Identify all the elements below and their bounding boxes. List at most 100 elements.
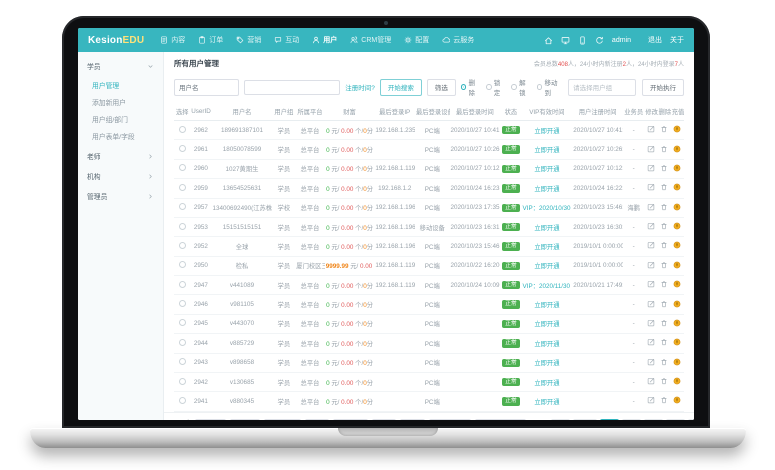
user-menu[interactable]: admin: [612, 37, 640, 44]
recharge-button[interactable]: ¥: [673, 338, 681, 346]
refresh-icon[interactable]: [595, 36, 604, 45]
edit-button[interactable]: [647, 261, 655, 269]
row-select-radio[interactable]: [178, 222, 186, 230]
recharge-button[interactable]: ¥: [673, 300, 681, 308]
nav-item-config[interactable]: 配置: [404, 35, 429, 45]
nav-item-content[interactable]: 内容: [160, 35, 185, 45]
sidebar-item-user-manage[interactable]: 用户管理: [92, 82, 120, 90]
phone-icon[interactable]: [578, 35, 587, 45]
search-button[interactable]: 开始搜索: [379, 78, 422, 96]
footer-button-to-crm[interactable]: 一键转入CRM: [475, 418, 527, 420]
recharge-button[interactable]: ¥: [673, 222, 681, 230]
footer-button-export[interactable]: 导出: [400, 418, 425, 420]
page-number-3[interactable]: 3: [644, 419, 664, 420]
delete-button[interactable]: [660, 280, 668, 288]
vip-open-link[interactable]: 立即开通: [534, 147, 560, 155]
delete-button[interactable]: [660, 183, 668, 191]
delete-button[interactable]: [660, 261, 668, 269]
edit-button[interactable]: [647, 319, 655, 327]
edit-button[interactable]: [647, 125, 655, 133]
vip-open-link[interactable]: 立即开通: [534, 321, 560, 329]
monitor-icon[interactable]: [561, 36, 570, 45]
row-select-radio[interactable]: [178, 377, 186, 385]
register-time-link[interactable]: 注册时间?: [345, 85, 375, 92]
filter-button[interactable]: 筛选: [426, 78, 456, 96]
edit-button[interactable]: [647, 396, 655, 404]
vip-open-link[interactable]: 立即开通: [534, 243, 560, 251]
sidebar-item-user-fields[interactable]: 用户表单/字段: [92, 133, 135, 141]
sidebar-group-org[interactable]: 机构: [78, 166, 163, 186]
edit-button[interactable]: [647, 280, 655, 288]
home-icon[interactable]: [544, 36, 553, 45]
row-select-radio[interactable]: [178, 358, 186, 366]
delete-button[interactable]: [660, 300, 668, 308]
edit-button[interactable]: [647, 300, 655, 308]
nav-item-cloud[interactable]: 云服务: [442, 35, 474, 45]
brand-logo[interactable]: KesionEDU: [88, 35, 144, 46]
footer-button-deduct[interactable]: 扣费: [371, 418, 397, 420]
page-first[interactable]: 首页: [550, 419, 570, 420]
row-select-radio[interactable]: [178, 145, 186, 153]
footer-button-send-message[interactable]: 发站内信: [264, 418, 302, 420]
delete-button[interactable]: [660, 222, 668, 230]
delete-button[interactable]: [660, 358, 668, 366]
delete-button[interactable]: [660, 377, 668, 385]
edit-button[interactable]: [647, 164, 655, 172]
page-prev[interactable]: 上一页: [572, 419, 598, 420]
row-select-radio[interactable]: [178, 164, 186, 172]
footer-button-open-vip[interactable]: 开通VIP: [333, 418, 368, 420]
page-number-2[interactable]: 2: [622, 419, 642, 420]
edit-button[interactable]: [647, 222, 655, 230]
delete-button[interactable]: [660, 203, 668, 211]
recharge-button[interactable]: ¥: [673, 241, 681, 249]
row-select-radio[interactable]: [178, 338, 186, 346]
vip-open-link[interactable]: 立即开通: [534, 360, 560, 368]
row-select-radio[interactable]: [178, 241, 186, 249]
execute-button[interactable]: 开始执行: [642, 78, 684, 96]
edit-button[interactable]: [647, 338, 655, 346]
delete-button[interactable]: [660, 338, 668, 346]
edit-button[interactable]: [647, 377, 655, 385]
delete-button[interactable]: [660, 164, 668, 172]
sidebar-group-teachers[interactable]: 老师: [78, 146, 163, 166]
footer-button-send-mail[interactable]: 发邮件: [195, 418, 226, 420]
delete-button[interactable]: [660, 319, 668, 327]
recharge-button[interactable]: ¥: [673, 145, 681, 153]
delete-button[interactable]: [660, 396, 668, 404]
nav-link-1[interactable]: 关于: [670, 37, 684, 44]
vip-open-link[interactable]: 立即开通: [534, 185, 560, 193]
vip-open-link[interactable]: 立即开通: [534, 340, 560, 348]
edit-button[interactable]: [647, 241, 655, 249]
sidebar-item-user-groups[interactable]: 用户组/部门: [92, 116, 128, 124]
nav-item-users[interactable]: 用户: [312, 35, 337, 45]
row-select-radio[interactable]: [178, 125, 186, 133]
search-input[interactable]: [244, 79, 341, 95]
vip-open-link[interactable]: 立即开通: [534, 379, 560, 387]
page-number-1[interactable]: 1: [600, 419, 620, 420]
vip-open-link[interactable]: 立即开通: [534, 398, 560, 406]
delete-button[interactable]: [660, 145, 668, 153]
footer-button-recharge[interactable]: 充值: [305, 418, 330, 420]
delete-button[interactable]: [660, 241, 668, 249]
nav-item-crm[interactable]: CRM管理: [350, 35, 391, 45]
recharge-button[interactable]: ¥: [673, 183, 681, 191]
edit-button[interactable]: [647, 203, 655, 211]
batch-radio-lock[interactable]: 锁定: [486, 77, 505, 97]
recharge-button[interactable]: ¥: [673, 396, 681, 404]
sidebar-group-students[interactable]: 学员: [78, 56, 163, 76]
recharge-button[interactable]: ¥: [673, 261, 681, 269]
recharge-button[interactable]: ¥: [673, 125, 681, 133]
recharge-button[interactable]: ¥: [673, 203, 681, 211]
row-select-radio[interactable]: [178, 280, 186, 288]
search-field-select[interactable]: 用户名: [174, 78, 240, 96]
recharge-button[interactable]: ¥: [673, 280, 681, 288]
edit-button[interactable]: [647, 358, 655, 366]
user-group-select[interactable]: 请选择用户组: [568, 78, 636, 96]
recharge-button[interactable]: ¥: [673, 377, 681, 385]
vip-open-link[interactable]: 立即开通: [534, 127, 560, 135]
vip-open-link[interactable]: 立即开通: [534, 166, 560, 174]
row-select-radio[interactable]: [178, 319, 186, 327]
page-number-5[interactable]: 5: [688, 419, 694, 420]
delete-button[interactable]: [660, 125, 668, 133]
nav-item-interaction[interactable]: 互动: [274, 35, 299, 45]
